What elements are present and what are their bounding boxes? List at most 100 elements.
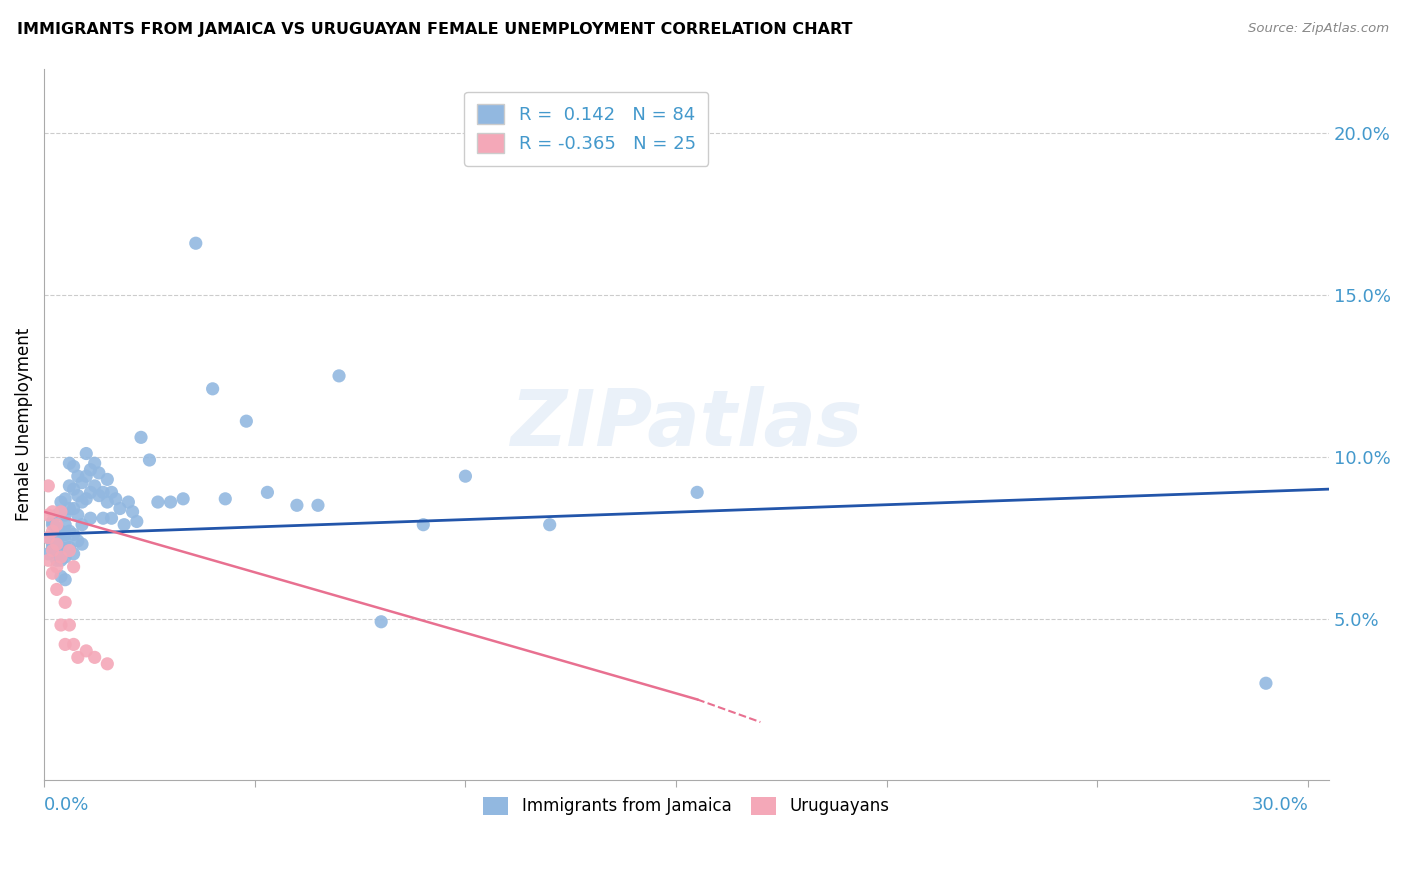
Point <box>75 644 97 658</box>
Point <box>41 566 63 581</box>
Point <box>37 531 59 545</box>
Point <box>45 527 67 541</box>
Point <box>129 430 152 444</box>
Point <box>53 527 76 541</box>
Point <box>49 524 72 538</box>
Point <box>58 479 80 493</box>
Point <box>45 533 67 548</box>
Point <box>117 495 139 509</box>
Point <box>83 479 105 493</box>
Point <box>125 515 148 529</box>
Point <box>45 553 67 567</box>
Text: ZIPatlas: ZIPatlas <box>510 386 863 462</box>
Point <box>49 618 72 632</box>
Point <box>45 537 67 551</box>
Point <box>87 466 110 480</box>
Point <box>66 508 89 522</box>
Point <box>53 573 76 587</box>
Point <box>41 505 63 519</box>
Point <box>62 482 84 496</box>
Point <box>1254 676 1277 690</box>
Point <box>49 505 72 519</box>
Point <box>214 491 236 506</box>
Point <box>79 485 101 500</box>
Point <box>62 501 84 516</box>
Point <box>75 491 97 506</box>
Point <box>62 459 84 474</box>
Point <box>49 569 72 583</box>
Point <box>45 521 67 535</box>
Point <box>45 543 67 558</box>
Point <box>104 491 127 506</box>
Point <box>45 508 67 522</box>
Point <box>91 485 114 500</box>
Point <box>49 495 72 509</box>
Point <box>53 595 76 609</box>
Point <box>235 414 257 428</box>
Point <box>53 637 76 651</box>
Text: IMMIGRANTS FROM JAMAICA VS URUGUAYAN FEMALE UNEMPLOYMENT CORRELATION CHART: IMMIGRANTS FROM JAMAICA VS URUGUAYAN FEM… <box>17 22 852 37</box>
Point <box>307 498 329 512</box>
Point <box>66 469 89 483</box>
Point <box>45 582 67 597</box>
Point <box>49 541 72 555</box>
Legend: Immigrants from Jamaica, Uruguayans: Immigrants from Jamaica, Uruguayans <box>474 787 900 825</box>
Point <box>37 531 59 545</box>
Point <box>66 533 89 548</box>
Point <box>62 637 84 651</box>
Point <box>121 505 143 519</box>
Point <box>45 559 67 574</box>
Point <box>370 615 392 629</box>
Point <box>96 472 118 486</box>
Point <box>37 553 59 567</box>
Point <box>328 368 350 383</box>
Point <box>41 524 63 538</box>
Point <box>62 559 84 574</box>
Point <box>58 501 80 516</box>
Text: Source: ZipAtlas.com: Source: ZipAtlas.com <box>1249 22 1389 36</box>
Point <box>100 511 122 525</box>
Point <box>184 236 207 251</box>
Point <box>146 495 169 509</box>
Point <box>454 469 477 483</box>
Point <box>83 650 105 665</box>
Point <box>45 517 67 532</box>
Point <box>49 553 72 567</box>
Point <box>70 495 93 509</box>
Point <box>37 508 59 522</box>
Point <box>79 463 101 477</box>
Point <box>96 495 118 509</box>
Point <box>138 453 160 467</box>
Point <box>58 618 80 632</box>
Point <box>159 495 181 509</box>
Point <box>172 491 194 506</box>
Point <box>686 485 709 500</box>
Point <box>53 508 76 522</box>
Point <box>412 517 434 532</box>
Point <box>75 446 97 460</box>
Point <box>100 485 122 500</box>
Point <box>49 550 72 565</box>
Point <box>41 517 63 532</box>
Text: 30.0%: 30.0% <box>1251 796 1308 814</box>
Point <box>58 543 80 558</box>
Point <box>41 543 63 558</box>
Point <box>66 489 89 503</box>
Point <box>285 498 308 512</box>
Point <box>53 533 76 548</box>
Point <box>41 541 63 555</box>
Y-axis label: Female Unemployment: Female Unemployment <box>15 327 32 521</box>
Point <box>53 491 76 506</box>
Point <box>37 547 59 561</box>
Point <box>66 650 89 665</box>
Point <box>201 382 224 396</box>
Point <box>79 511 101 525</box>
Point <box>62 527 84 541</box>
Point <box>62 547 84 561</box>
Point <box>87 489 110 503</box>
Point <box>53 550 76 565</box>
Point <box>58 456 80 470</box>
Point <box>538 517 561 532</box>
Point <box>91 511 114 525</box>
Point <box>53 517 76 532</box>
